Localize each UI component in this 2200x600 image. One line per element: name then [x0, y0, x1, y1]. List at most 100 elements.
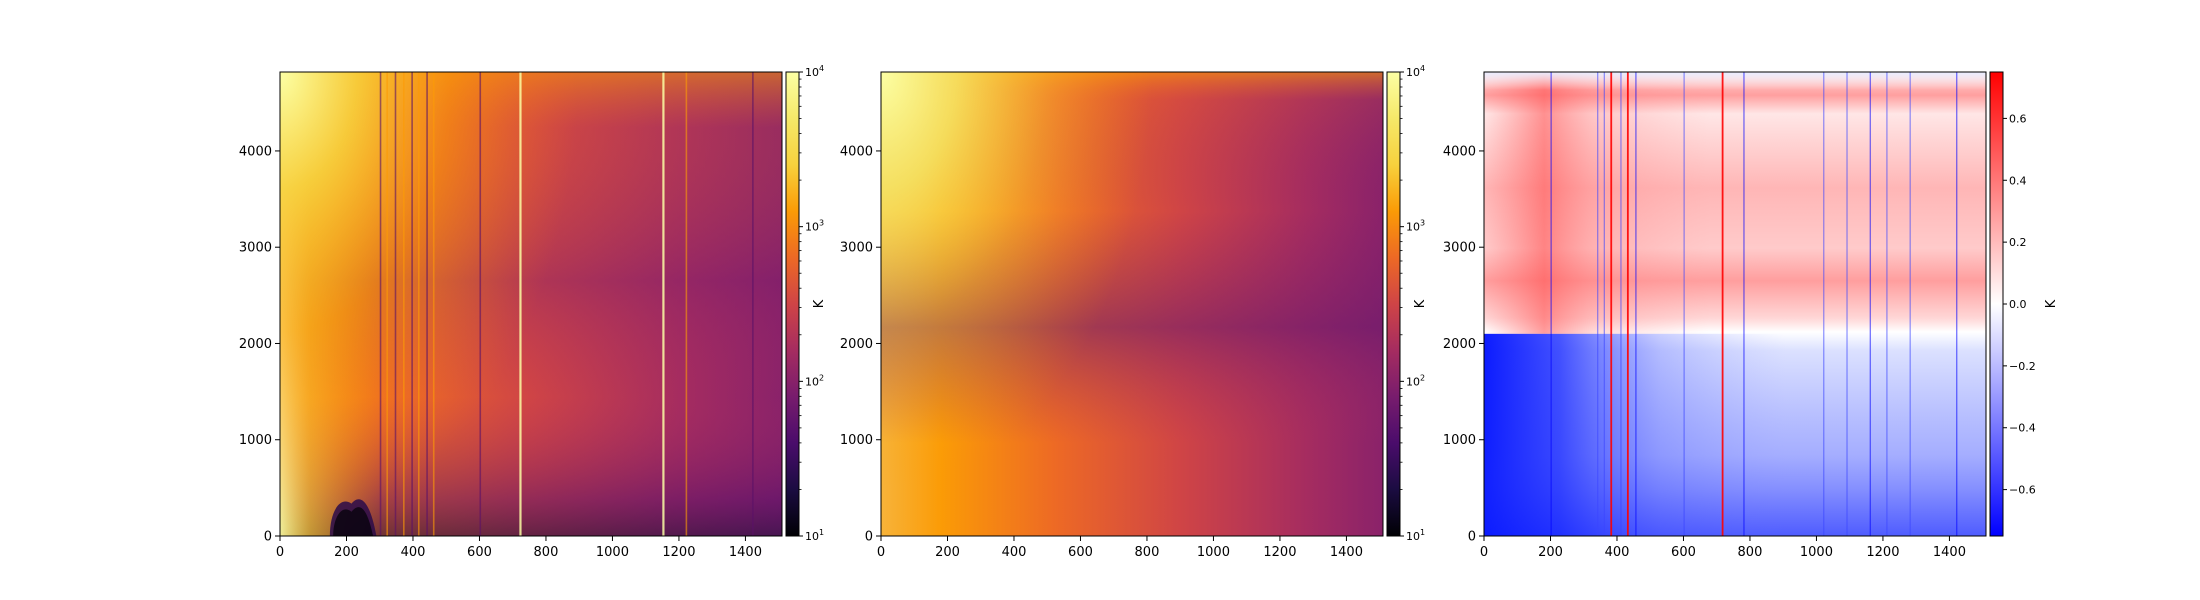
- axes-frame: [1483, 71, 1987, 537]
- x-tick-label: 1000: [1800, 545, 1833, 560]
- vertical-streak: [403, 72, 405, 536]
- vertical-streak: [479, 72, 482, 536]
- colorbar-tick-label: 101: [1406, 528, 1425, 543]
- x-tick-label: 400: [1002, 545, 1027, 560]
- y-tick-label: 4000: [1443, 144, 1476, 159]
- y-tick-label: 4000: [239, 144, 272, 159]
- colorbar-tick-label: 103: [1406, 219, 1425, 234]
- vertical-streak: [1956, 72, 1958, 536]
- vertical-streak: [1909, 72, 1911, 536]
- vertical-streak: [386, 72, 388, 536]
- x-tick-label: 1400: [1330, 545, 1363, 560]
- y-tick-label: 1000: [1443, 433, 1476, 448]
- colorbar: −0.6 −0.4 −0.2 0.0 0.2 0.4 0.6 K: [1989, 71, 2059, 537]
- x-tick-label: 800: [1135, 545, 1160, 560]
- vertical-streak: [379, 72, 382, 536]
- colorbar-frame: [1386, 71, 1401, 537]
- panel-left-observed: 0 200 400 600 800 1000 1200 1400 0 1000 2000 3000 40…: [239, 64, 827, 560]
- vertical-streak: [1886, 72, 1888, 536]
- vertical-streak: [1721, 72, 1724, 536]
- y-tick-label: 3000: [239, 241, 272, 256]
- panel-right-residual: 0 200 400 600 800 1000 1200 1400 0 1000 2000 3000 40…: [1443, 71, 2059, 560]
- y-tick-label: 3000: [840, 241, 873, 256]
- vertical-streak: [1620, 72, 1622, 536]
- vertical-streak: [417, 72, 420, 536]
- vertical-streak: [1743, 72, 1745, 536]
- colorbar-tick-label: −0.2: [2009, 360, 2036, 373]
- colorbar-tick-label: 104: [1406, 64, 1425, 79]
- colorbar-label: K: [1413, 299, 1428, 308]
- x-tick-label: 1400: [1933, 545, 1966, 560]
- vertical-streak: [1603, 72, 1605, 536]
- x-tick-label: 200: [334, 545, 359, 560]
- vertical-streak: [685, 72, 688, 536]
- vertical-streak: [1846, 72, 1848, 536]
- x-tick-label: 600: [1671, 545, 1696, 560]
- x-tick-label: 600: [1068, 545, 1093, 560]
- colorbar-tick-label: 102: [1406, 373, 1425, 388]
- y-tick-label: 2000: [1443, 337, 1476, 352]
- colorbar-tick-label: 0.0: [2009, 298, 2027, 311]
- vertical-streak: [1683, 72, 1685, 536]
- x-tick-label: 1200: [1263, 545, 1296, 560]
- vertical-streak: [1635, 72, 1637, 536]
- x-tick-label: 600: [467, 545, 492, 560]
- colorbar: 101 102 103 104 K: [1386, 64, 1428, 543]
- vertical-streak: [1869, 72, 1871, 536]
- colorbar-tick-label: 102: [805, 373, 824, 388]
- colorbar-gradient: [786, 72, 799, 536]
- x-tick-label: 200: [935, 545, 960, 560]
- low-value-core: [333, 507, 374, 536]
- x-tick-label: 1200: [1866, 545, 1899, 560]
- vertical-streak: [426, 72, 428, 536]
- x-tick-label: 1200: [662, 545, 695, 560]
- colorbar-tick-label: 0.6: [2009, 112, 2027, 125]
- vertical-streak: [1597, 72, 1599, 536]
- x-tick-label: 1000: [1197, 545, 1230, 560]
- vertical-streak: [1550, 72, 1552, 536]
- x-tick-label: 800: [534, 545, 559, 560]
- y-tick-label: 2000: [840, 337, 873, 352]
- y-tick-label: 2000: [239, 337, 272, 352]
- vertical-streak: [411, 72, 413, 536]
- x-tick-label: 1000: [596, 545, 629, 560]
- colorbar-tick-label: 104: [805, 64, 824, 79]
- vertical-streak: [662, 72, 665, 536]
- colorbar-tick-label: 0.4: [2009, 174, 2027, 187]
- panel-middle-model: 0 200 400 600 800 1000 1200 1400 0 1000 2000 3000 40…: [840, 64, 1428, 560]
- axes-frame: [880, 71, 1384, 537]
- heatmap-image: [280, 72, 782, 536]
- x-tick-label: 0: [1480, 545, 1488, 560]
- heatmap-image: [1484, 72, 1986, 536]
- vertical-streak: [1626, 72, 1629, 536]
- vertical-streak: [1610, 72, 1613, 536]
- colorbar-gradient: [1990, 72, 2003, 536]
- y-tick-label: 0: [1468, 530, 1476, 545]
- colorbar-tick-label: −0.4: [2009, 422, 2036, 435]
- heatmap-image: [881, 72, 1383, 536]
- x-tick-label: 800: [1738, 545, 1763, 560]
- x-tick-label: 200: [1538, 545, 1563, 560]
- x-tick-label: 400: [1605, 545, 1630, 560]
- colorbar-label: K: [2044, 299, 2059, 308]
- y-tick-label: 1000: [239, 433, 272, 448]
- colorbar-tick-label: 103: [805, 219, 824, 234]
- y-tick-label: 3000: [1443, 241, 1476, 256]
- colorbar: 101 102 103 104 K: [785, 64, 827, 543]
- y-tick-label: 4000: [840, 144, 873, 159]
- vertical-streak: [519, 72, 522, 536]
- vertical-streak: [752, 72, 754, 536]
- colorbar-tick-label: −0.6: [2009, 484, 2036, 497]
- vertical-streak: [1823, 72, 1825, 536]
- colorbar-label: K: [812, 299, 827, 308]
- vertical-streak: [394, 72, 397, 536]
- y-tick-label: 0: [264, 530, 272, 545]
- vertical-streak: [432, 72, 435, 536]
- colorbar-tick-label: 0.2: [2009, 236, 2027, 249]
- colorbar-frame: [785, 71, 800, 537]
- x-tick-label: 400: [401, 545, 426, 560]
- y-tick-label: 1000: [840, 433, 873, 448]
- colorbar-gradient: [1387, 72, 1400, 536]
- colorbar-tick-label: 101: [805, 528, 824, 543]
